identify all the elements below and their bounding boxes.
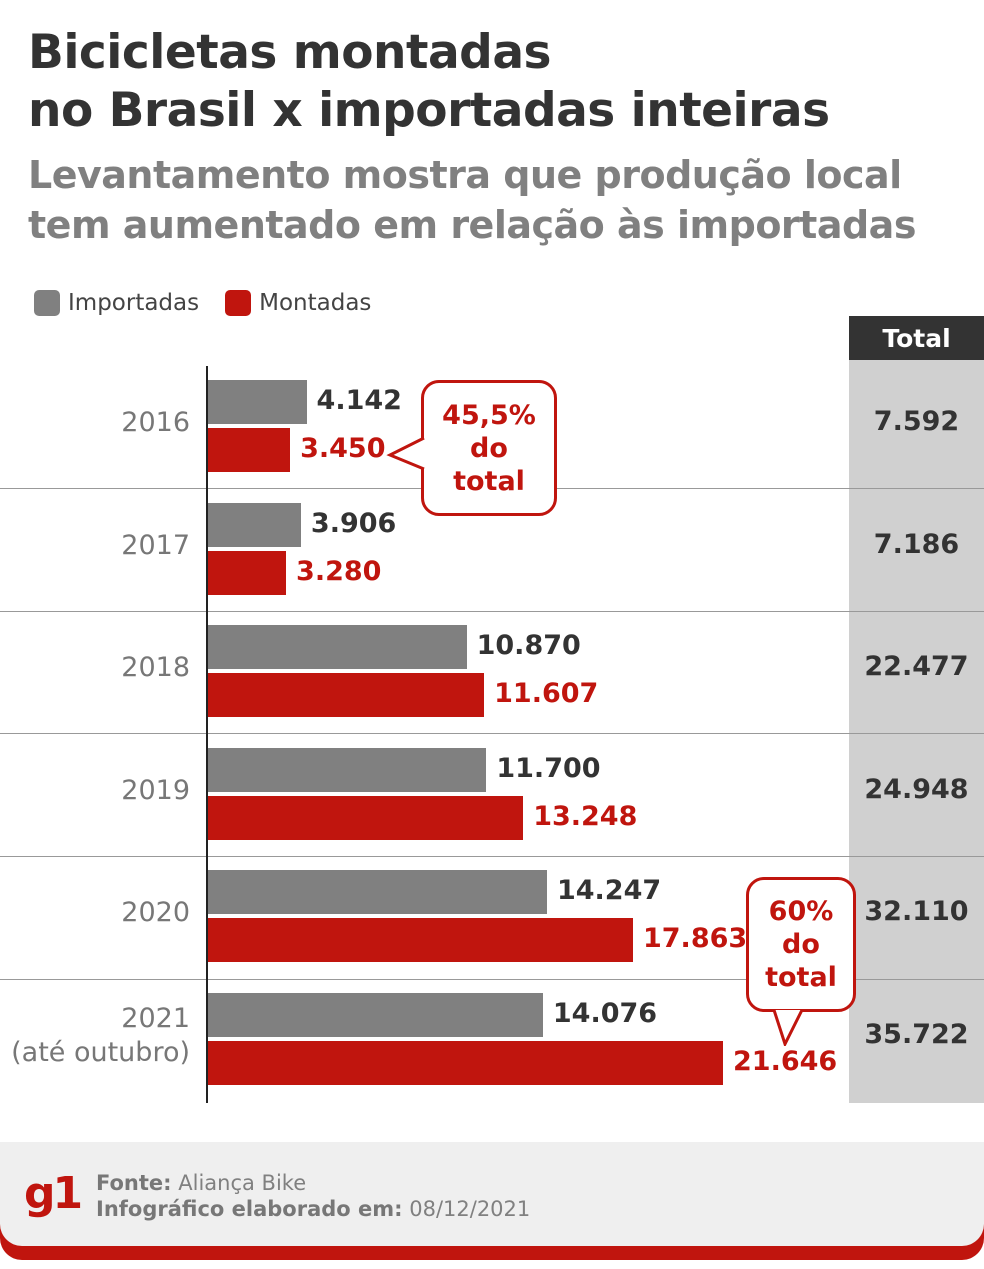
chart-title: Bicicletas montadas no Brasil x importad… bbox=[28, 24, 830, 140]
total-value-2017: 7.186 bbox=[873, 528, 960, 560]
bar-montadas-2019 bbox=[208, 795, 524, 840]
bar-importadas-2021 bbox=[208, 993, 543, 1037]
annotation-pointer bbox=[386, 436, 425, 471]
title-line: Bicicletas montadas bbox=[28, 25, 552, 80]
year-label-line: (até outubro) bbox=[11, 1037, 190, 1068]
total-value-2018: 22.477 bbox=[864, 651, 969, 683]
year-label-line: 2021 bbox=[121, 1003, 190, 1034]
label-importadas-2018: 10.870 bbox=[476, 630, 581, 662]
footer bbox=[0, 1142, 984, 1246]
year-label-line: 2019 bbox=[121, 774, 190, 806]
label-montadas-2018: 11.607 bbox=[494, 678, 599, 710]
label-montadas-2020: 17.863 bbox=[642, 923, 748, 955]
year-label-line: 2017 bbox=[121, 529, 190, 561]
label-importadas-2017: 3.906 bbox=[310, 507, 397, 539]
total-value-2019: 24.948 bbox=[864, 773, 969, 805]
year-label-line: 2020 bbox=[121, 897, 190, 929]
label-importadas-2016: 4.142 bbox=[316, 385, 402, 416]
legend-item-montadas: Montadas bbox=[225, 290, 371, 316]
annotation-text: 45,5% bbox=[442, 399, 536, 431]
row-divider bbox=[0, 855, 984, 857]
total-value-2016: 7.592 bbox=[873, 406, 960, 437]
source-value: Aliança Bike bbox=[178, 1171, 307, 1195]
label-montadas-2019: 13.248 bbox=[533, 800, 638, 832]
row-divider bbox=[0, 978, 984, 980]
label-montadas-2021: 21.646 bbox=[733, 1046, 838, 1077]
row-divider bbox=[0, 733, 984, 735]
date-label: Infográfico elaborado em: bbox=[96, 1197, 403, 1221]
legend-swatch bbox=[225, 290, 252, 316]
bar-montadas-2018 bbox=[208, 673, 485, 718]
bar-montadas-2016 bbox=[208, 428, 291, 472]
annotation-text: total bbox=[765, 962, 837, 993]
g1-logo: g1 bbox=[24, 1168, 83, 1219]
bar-montadas-2021 bbox=[208, 1041, 723, 1085]
footer-source: Fonte: Aliança Bike Infográfico elaborad… bbox=[96, 1170, 530, 1222]
legend-swatch bbox=[34, 290, 60, 316]
year-label: 2020 bbox=[0, 896, 190, 930]
subtitle-line: Levantamento mostra que produção local bbox=[28, 153, 902, 197]
subtitle-line: tem aumentado em relação às importadas bbox=[28, 203, 916, 247]
label-importadas-2020: 14.247 bbox=[556, 875, 662, 907]
annotation-2021: 60% do total bbox=[746, 877, 856, 1012]
annotation-text: do bbox=[782, 929, 820, 960]
label-importadas-2021: 14.076 bbox=[552, 998, 658, 1029]
legend-label: Montadas bbox=[259, 290, 372, 316]
annotation-text: 60% bbox=[768, 896, 834, 927]
total-column bbox=[849, 360, 984, 1103]
y-axis-line bbox=[206, 366, 208, 1103]
year-label: 2018 bbox=[0, 651, 190, 685]
chart-subtitle: Levantamento mostra que produção local t… bbox=[28, 150, 916, 250]
source-label: Fonte: bbox=[96, 1171, 172, 1195]
total-header: Total bbox=[849, 316, 984, 360]
total-value-2021: 35.722 bbox=[864, 1019, 969, 1050]
label-importadas-2019: 11.700 bbox=[496, 752, 601, 784]
year-label-line: 2018 bbox=[121, 652, 190, 684]
bar-importadas-2020 bbox=[208, 870, 547, 915]
date-value: 08/12/2021 bbox=[409, 1197, 531, 1221]
year-label: 2021 (até outubro) bbox=[0, 1002, 190, 1070]
annotation-pointer bbox=[772, 1009, 804, 1046]
legend: Importadas Montadas bbox=[34, 290, 371, 316]
bar-importadas-2016 bbox=[208, 380, 307, 424]
annotation-2016: 45,5% do total bbox=[421, 380, 557, 516]
total-value-2020: 32.110 bbox=[864, 896, 969, 928]
year-label: 2019 bbox=[0, 774, 190, 808]
bar-montadas-2020 bbox=[208, 918, 633, 963]
row-divider bbox=[0, 610, 984, 612]
bar-importadas-2017 bbox=[208, 502, 301, 547]
year-label: 2016 bbox=[0, 406, 190, 440]
year-label: 2017 bbox=[0, 529, 190, 563]
bar-montadas-2017 bbox=[208, 550, 287, 595]
bar-importadas-2018 bbox=[208, 625, 467, 670]
bar-importadas-2019 bbox=[208, 747, 487, 792]
legend-label: Importadas bbox=[68, 290, 200, 316]
annotation-text: total bbox=[453, 465, 525, 497]
year-label-line: 2016 bbox=[121, 407, 190, 438]
title-line: no Brasil x importadas inteiras bbox=[28, 83, 830, 138]
label-montadas-2017: 3.280 bbox=[296, 555, 382, 587]
label-montadas-2016: 3.450 bbox=[300, 433, 386, 464]
annotation-text: do bbox=[470, 432, 508, 464]
legend-item-importadas: Importadas bbox=[34, 290, 199, 316]
